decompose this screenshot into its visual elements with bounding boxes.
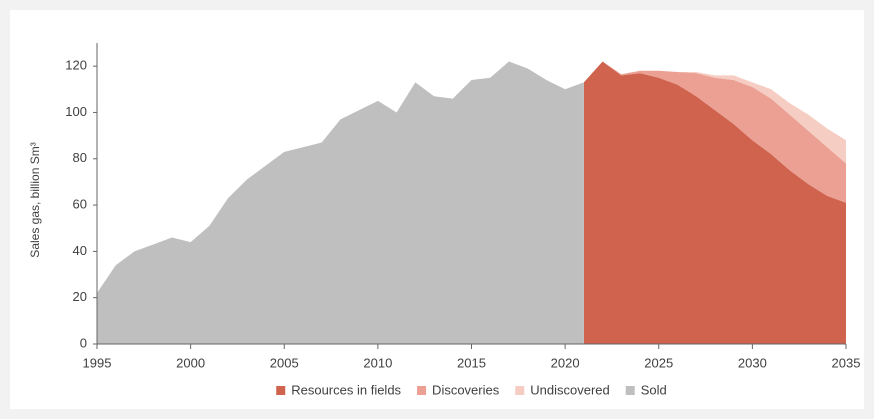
- y-tick-label: 60: [73, 197, 87, 212]
- x-tick-label: 2005: [270, 355, 299, 370]
- y-tick-label: 40: [73, 243, 87, 258]
- legend-label: Sold: [641, 382, 667, 397]
- x-tick-label: 2020: [551, 355, 580, 370]
- y-tick-label: 20: [73, 289, 87, 304]
- x-tick-label: 2010: [363, 355, 392, 370]
- x-tick-label: 2000: [176, 355, 205, 370]
- y-tick-label: 100: [65, 104, 87, 119]
- legend-label: Discoveries: [432, 382, 500, 397]
- y-tick-label: 120: [65, 58, 87, 73]
- y-axis-label: Sales gas, billion Sm³: [28, 142, 42, 257]
- area: [97, 61, 584, 345]
- y-tick-label: 80: [73, 150, 87, 165]
- legend-swatch: [625, 386, 635, 395]
- x-tick-label: 2030: [738, 355, 767, 370]
- area: [583, 61, 846, 203]
- legend: Resources in fields Discoveries Undiscover…: [276, 382, 667, 397]
- x-tick-label: 1995: [83, 355, 112, 370]
- x-tick-label: 2035: [832, 355, 861, 370]
- legend-swatch: [276, 386, 286, 395]
- y-tick-label: 0: [80, 335, 87, 350]
- legend-swatch: [515, 386, 525, 395]
- legend-label: Resources in fields: [291, 382, 401, 397]
- legend-label: Undiscovered: [530, 382, 610, 397]
- x-tick-label: 2015: [457, 355, 486, 370]
- legend-swatch: [417, 386, 427, 395]
- area: [583, 61, 846, 164]
- x-tick-label: 2025: [644, 355, 673, 370]
- area: [583, 61, 846, 345]
